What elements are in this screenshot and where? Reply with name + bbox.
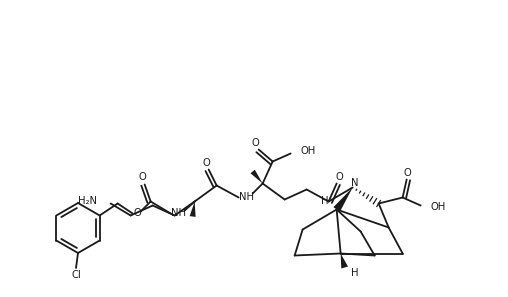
Text: NH: NH bbox=[171, 208, 186, 219]
Text: OH: OH bbox=[301, 146, 316, 156]
Polygon shape bbox=[341, 254, 348, 268]
Polygon shape bbox=[333, 187, 353, 212]
Text: O: O bbox=[203, 157, 210, 168]
Text: H: H bbox=[321, 197, 328, 206]
Text: H: H bbox=[351, 268, 359, 279]
Text: OH: OH bbox=[431, 203, 446, 212]
Text: Cl: Cl bbox=[71, 270, 81, 280]
Text: N: N bbox=[351, 178, 359, 187]
Text: H₂N: H₂N bbox=[78, 197, 97, 206]
Polygon shape bbox=[189, 201, 196, 217]
Text: O: O bbox=[252, 138, 260, 148]
Text: O: O bbox=[336, 171, 343, 181]
Text: O: O bbox=[139, 173, 146, 182]
Text: O: O bbox=[134, 208, 142, 219]
Text: NH: NH bbox=[239, 192, 254, 203]
Polygon shape bbox=[250, 170, 263, 184]
Text: O: O bbox=[404, 168, 411, 178]
